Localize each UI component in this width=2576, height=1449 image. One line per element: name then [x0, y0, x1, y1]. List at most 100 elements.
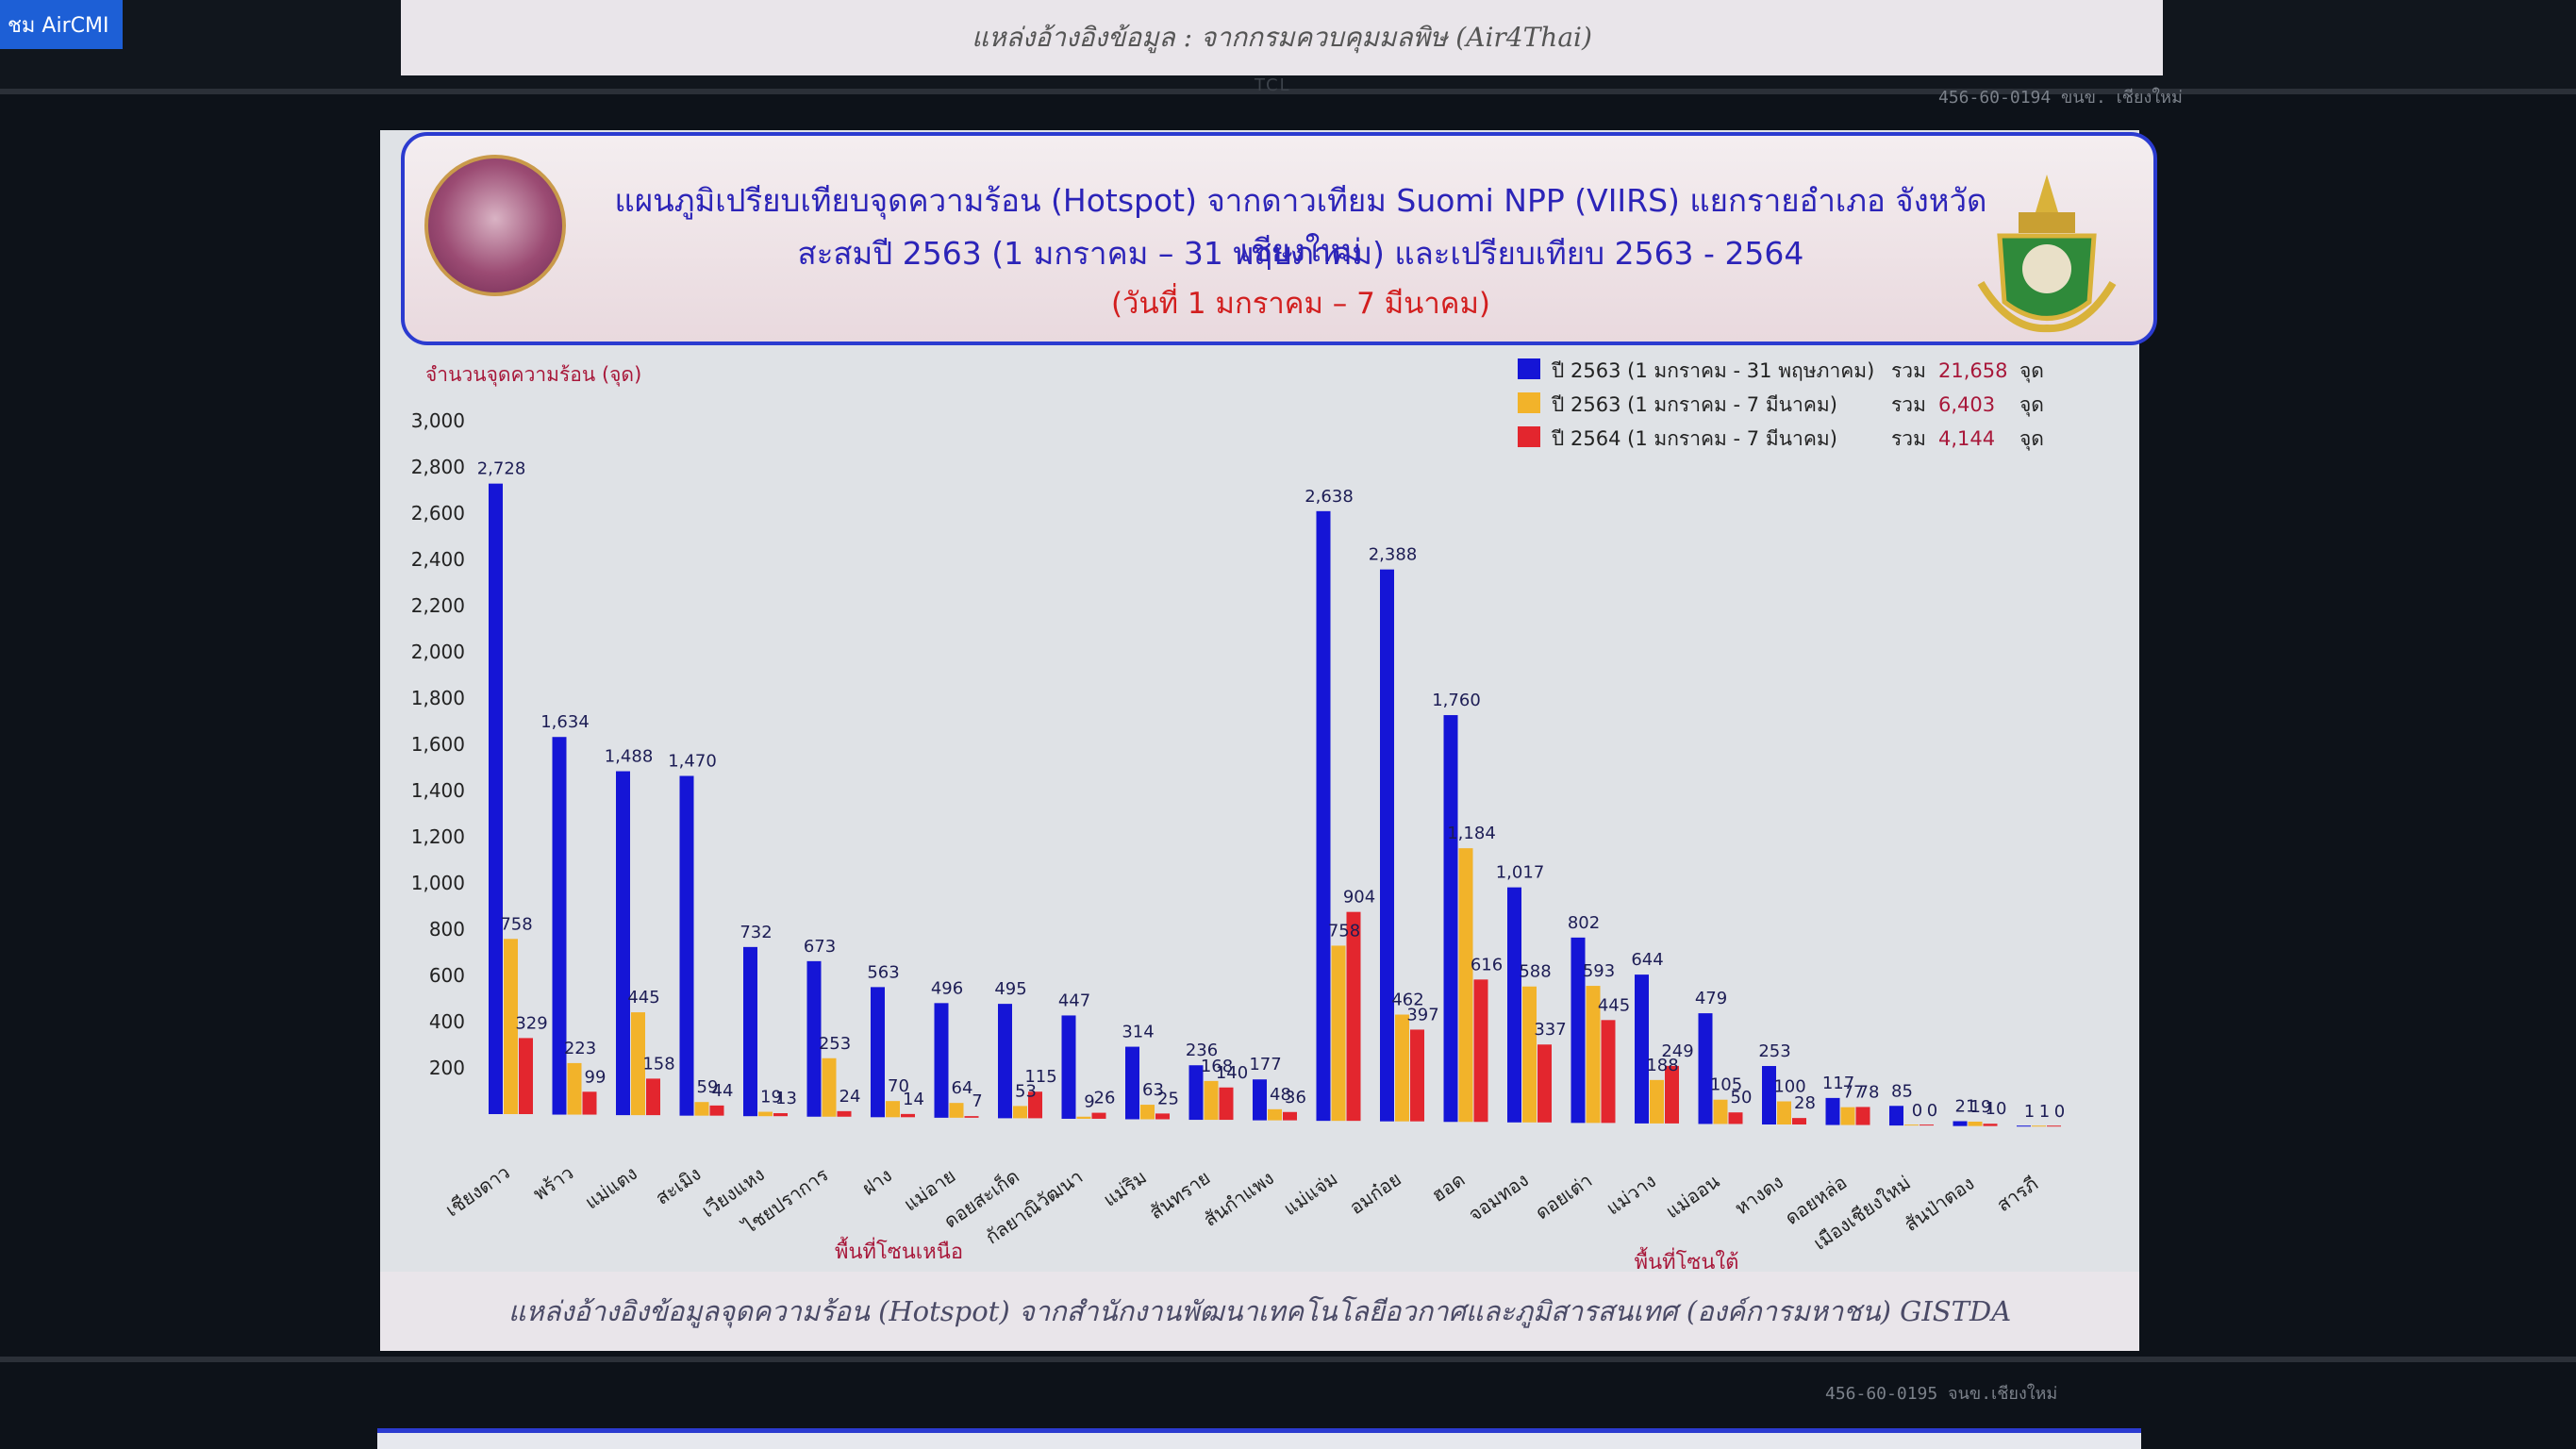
data-label: 59	[697, 1077, 719, 1097]
data-label: 445	[1598, 995, 1630, 1015]
bar-1	[616, 771, 630, 1116]
bar-2	[822, 1058, 837, 1117]
x-tick-label: สันป่าตอง	[1900, 1172, 1978, 1236]
data-label: 85	[1891, 1081, 1913, 1101]
data-label: 77	[1843, 1083, 1865, 1103]
x-tick-label: แม่แตง	[581, 1161, 641, 1213]
data-label: 158	[642, 1054, 674, 1074]
y-tick-label: 600	[429, 964, 465, 987]
data-label: 496	[931, 978, 963, 998]
bar-1	[1635, 974, 1649, 1124]
bar-3	[709, 1105, 724, 1116]
data-label: 329	[515, 1013, 547, 1033]
data-label: 63	[1142, 1080, 1164, 1100]
data-label: 1,184	[1447, 824, 1496, 843]
bar-2	[758, 1111, 773, 1117]
y-tick-label: 200	[429, 1057, 465, 1079]
bar-3	[773, 1113, 788, 1117]
data-label: 904	[1343, 888, 1375, 908]
data-label: 115	[1024, 1067, 1056, 1087]
legend-total-label: รวม	[1891, 393, 1926, 416]
x-tick-label: สะเมิง	[651, 1162, 705, 1209]
data-label: 70	[888, 1076, 909, 1096]
bar-2	[694, 1102, 709, 1116]
bar-1	[489, 483, 503, 1114]
legend-swatch	[1518, 426, 1540, 447]
legend-total-unit: จุด	[2019, 359, 2044, 383]
bar-1	[2017, 1125, 2031, 1127]
bar-2	[1713, 1099, 1728, 1124]
slide-source-text: แหล่งอ้างอิงข้อมูลจุดความร้อน (Hotspot) …	[507, 1295, 2012, 1327]
data-label: 50	[1731, 1088, 1753, 1108]
legend-total-value: 4,144	[1938, 427, 1995, 450]
bar-2	[1458, 848, 1473, 1123]
x-tick-label: พร้าว	[529, 1161, 578, 1205]
data-label: 644	[1631, 950, 1663, 970]
bar-3	[1346, 911, 1361, 1122]
bar-1	[1889, 1106, 1903, 1126]
data-label: 1,760	[1432, 691, 1481, 710]
legend-total-value: 6,403	[1938, 393, 1995, 416]
bar-3	[1410, 1029, 1424, 1122]
bar-3	[1028, 1091, 1042, 1119]
bar-2	[1331, 945, 1346, 1122]
data-label: 7	[972, 1091, 982, 1111]
previous-slide-source: แหล่งอ้างอิงข้อมูล : จากกรมควบคุมมลพิษ (…	[972, 22, 1592, 53]
data-label: 53	[1015, 1081, 1037, 1101]
data-label: 236	[1186, 1041, 1218, 1060]
bar-2	[1268, 1108, 1282, 1121]
data-label: 447	[1058, 991, 1090, 1010]
bar-3	[582, 1091, 597, 1115]
slide-title-line2: สะสมปี 2563 (1 มกราคม – 31 พฤษภาคม) และเ…	[797, 235, 1804, 272]
y-tick-label: 1,000	[411, 872, 465, 894]
bar-2	[504, 939, 518, 1114]
data-label: 99	[585, 1067, 607, 1087]
data-label: 1,017	[1496, 863, 1545, 883]
legend-total-unit: จุด	[2019, 427, 2044, 451]
data-label: 588	[1519, 962, 1551, 982]
data-label: 495	[994, 979, 1026, 999]
bar-3	[1091, 1112, 1106, 1119]
y-tick-label: 800	[429, 918, 465, 941]
zone-label: พื้นที่โซนเหนือ	[835, 1237, 963, 1264]
bar-2	[1140, 1105, 1155, 1120]
bar-1	[1316, 510, 1331, 1122]
data-label: 479	[1695, 989, 1727, 1008]
bar-2	[1904, 1124, 1919, 1126]
data-label: 24	[839, 1087, 861, 1107]
data-label: 168	[1201, 1057, 1233, 1076]
bar-1	[1380, 569, 1394, 1122]
data-label: 21	[1955, 1097, 1977, 1117]
data-label: 758	[500, 914, 532, 934]
y-tick-label: 2,000	[411, 641, 465, 663]
data-label: 732	[740, 923, 772, 942]
data-label: 13	[775, 1089, 797, 1108]
data-label: 0	[1927, 1101, 1937, 1121]
data-label: 673	[804, 937, 836, 957]
y-tick-label: 1,600	[411, 733, 465, 756]
bar-3	[2047, 1125, 2061, 1127]
bar-2	[1840, 1107, 1855, 1125]
x-tick-label: สารภี	[1992, 1172, 2042, 1216]
legend-label: ปี 2564 (1 มกราคม - 7 มีนาคม)	[1551, 427, 1837, 450]
bar-1	[1253, 1079, 1267, 1121]
data-label: 0	[2054, 1102, 2065, 1122]
bar-1	[1953, 1121, 1968, 1126]
data-label: 100	[1773, 1077, 1805, 1097]
y-tick-label: 2,400	[411, 548, 465, 571]
monitor-seam-bottom	[0, 1357, 2576, 1362]
zone-label: พื้นที่โซนใต้	[1635, 1247, 1739, 1270]
y-tick-label: 400	[429, 1010, 465, 1033]
y-tick-label: 3,000	[411, 409, 465, 432]
monitor-seam-top	[0, 89, 2576, 94]
data-label: 25	[1157, 1089, 1179, 1108]
y-tick-label: 1,800	[411, 687, 465, 709]
tv-brand-top: TCL	[1255, 75, 1291, 95]
data-label: 26	[1094, 1089, 1116, 1108]
slide-title-line1: แผนภูมิเปรียบเทียบจุดความร้อน (Hotspot) …	[614, 182, 1987, 269]
bar-1	[1443, 715, 1458, 1123]
legend-total-unit: จุด	[2019, 393, 2044, 417]
data-label: 758	[1328, 921, 1360, 941]
legend-label: ปี 2563 (1 มกราคม - 31 พฤษภาคม)	[1551, 359, 1874, 382]
bar-3	[646, 1078, 660, 1116]
